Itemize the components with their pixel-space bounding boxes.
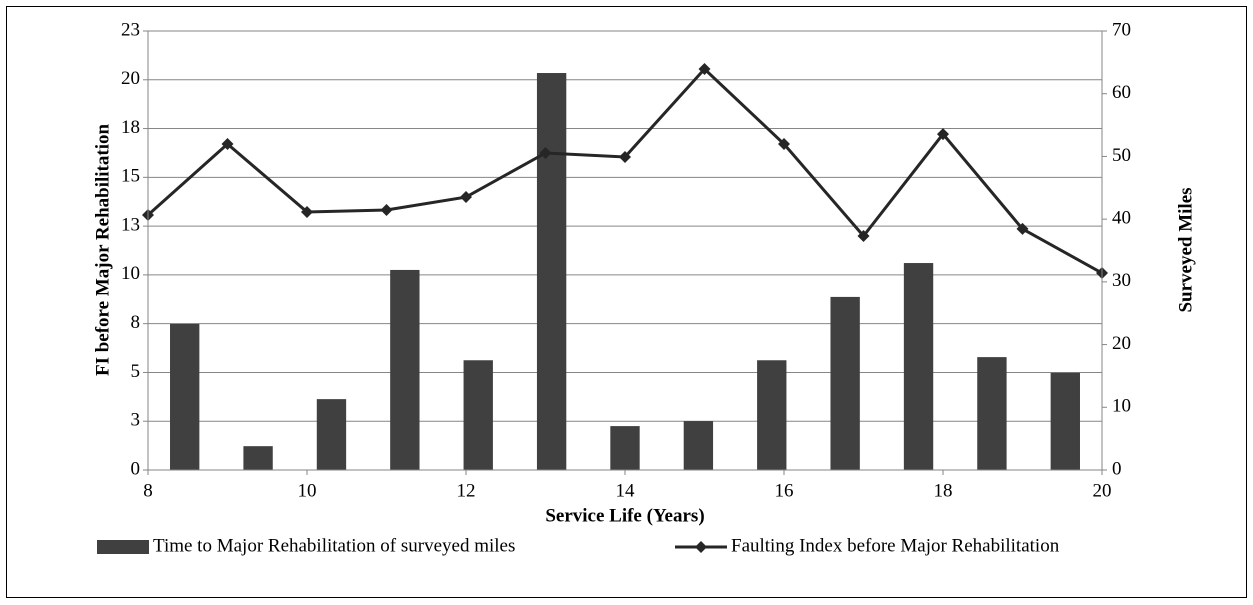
y-tick-label: 10 [121, 263, 140, 284]
y-tick-label: 0 [131, 458, 141, 479]
y-axis-title: FI before Major Rehabilitation [92, 124, 113, 377]
x-tick-label: 18 [934, 480, 953, 501]
x-tick-label: 12 [457, 480, 476, 501]
marker [1016, 222, 1029, 235]
y-tick-label: 20 [121, 68, 140, 89]
x-tick-label: 20 [1093, 480, 1112, 501]
bar [977, 357, 1007, 470]
y-tick-label: 13 [121, 214, 140, 235]
y2-tick-label: 20 [1112, 333, 1131, 354]
bar [903, 263, 934, 470]
x-tick-label: 16 [775, 480, 794, 501]
marker [460, 191, 472, 204]
x-tick-label: 14 [616, 480, 636, 501]
legend-marker [695, 541, 707, 553]
marker [778, 137, 790, 150]
y2-tick-label: 70 [1112, 19, 1131, 40]
y2-axis-title: Surveyed Miles [1175, 187, 1196, 312]
bar [316, 399, 347, 470]
bar [243, 446, 273, 470]
marker [698, 62, 711, 75]
x-tick-label: 10 [298, 480, 317, 501]
x-tick-label: 8 [143, 480, 153, 501]
legend-label: Time to Major Rehabilitation of surveyed… [153, 535, 515, 556]
bar [170, 323, 200, 470]
y-tick-label: 5 [131, 361, 141, 382]
x-axis-title: Service Life (Years) [545, 505, 704, 526]
marker [619, 150, 631, 163]
y2-tick-label: 40 [1112, 208, 1131, 229]
marker [539, 146, 552, 159]
marker [301, 205, 313, 218]
y-tick-label: 15 [121, 166, 140, 187]
legend-swatch [97, 540, 149, 554]
bar [390, 269, 420, 470]
bar [1050, 372, 1080, 470]
y2-tick-label: 50 [1112, 145, 1131, 166]
bar [610, 426, 640, 470]
bar [683, 421, 714, 470]
y2-tick-label: 10 [1112, 396, 1131, 417]
y-tick-label: 18 [121, 117, 140, 138]
marker [380, 204, 393, 217]
y2-tick-label: 30 [1112, 270, 1131, 291]
legend-label: Faulting Index before Major Rehabilitati… [731, 535, 1060, 556]
bar [757, 360, 787, 470]
y-tick-label: 23 [121, 19, 140, 40]
bar [536, 73, 567, 471]
y-tick-label: 3 [131, 410, 141, 431]
marker [857, 229, 870, 242]
bar [463, 360, 493, 470]
marker [937, 128, 949, 141]
y-tick-label: 8 [131, 312, 141, 333]
marker [221, 137, 234, 150]
y2-tick-label: 60 [1112, 82, 1131, 103]
y2-tick-label: 0 [1112, 458, 1122, 479]
bar [830, 296, 860, 470]
chart-border [6, 6, 1247, 598]
